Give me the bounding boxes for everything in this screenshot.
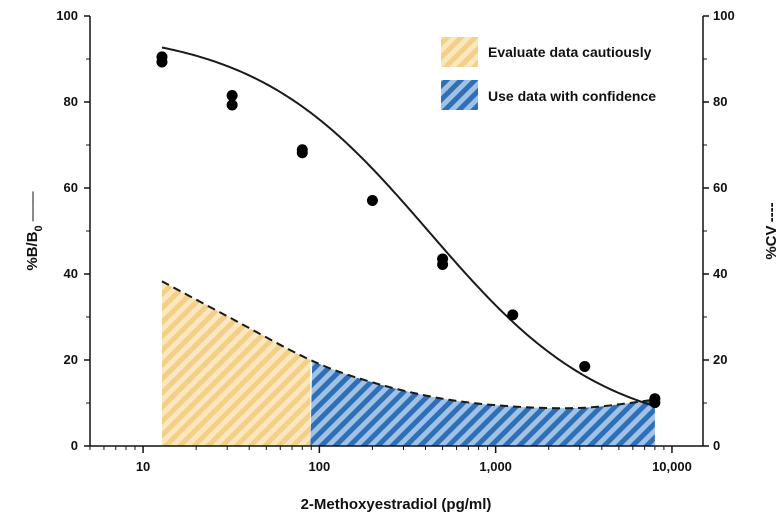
x-tick-label: 100: [309, 459, 331, 474]
y-axis-left-title-marker: ——: [24, 191, 41, 221]
data-point: [156, 56, 168, 68]
y-tick-label-right: 100: [713, 8, 735, 23]
data-point: [226, 99, 238, 111]
y-tick-label-left: 100: [56, 8, 78, 23]
x-axis-title: 2-Methoxyestradiol (pg/ml): [301, 496, 492, 513]
y-tick-label-left: 60: [64, 180, 78, 195]
y-axis-left-title-subscript: 0: [33, 225, 45, 231]
legend-swatch-evaluate: [441, 37, 478, 67]
y-tick-label-right: 80: [713, 94, 727, 109]
y-tick-label-left: 20: [64, 352, 78, 367]
y-axis-right-title: %CV ----: [763, 202, 780, 259]
y-axis-left-title-main: %B/B: [24, 231, 41, 270]
x-tick-label: 10: [136, 459, 150, 474]
y-tick-label-left: 80: [64, 94, 78, 109]
data-point: [296, 147, 308, 159]
legend: Evaluate data cautiously Use data with c…: [441, 37, 656, 110]
y-tick-label-left: 0: [71, 438, 78, 453]
data-point: [649, 397, 661, 409]
y-axis-right-title-main: %CV: [763, 226, 780, 260]
b-b0-data-points: [156, 51, 661, 409]
y-tick-label-right: 0: [713, 438, 720, 453]
data-point: [366, 194, 378, 206]
y-axis-right-title-marker: ----: [763, 202, 780, 222]
y-tick-label-left: 40: [64, 266, 78, 281]
cv-dashed-series: [161, 280, 655, 410]
legend-swatch-confidence: [441, 80, 478, 110]
y-axis-left-title: %B/B0 ——: [24, 191, 45, 270]
legend-label-confidence: Use data with confidence: [488, 88, 656, 104]
data-point: [226, 90, 238, 102]
b-b0-fit-curve: [161, 46, 656, 408]
data-point: [437, 259, 449, 271]
x-tick-label: 1,000: [479, 459, 512, 474]
axes: 0 0 20 20 40 40 60 60 80 80 100 100 10 100 1,000 10,00…: [56, 8, 734, 474]
region-evaluate-cautiously: [161, 281, 311, 446]
y-ticks: 0 0 20 20 40 40 60 60 80 80 100 100: [56, 8, 734, 453]
data-point: [507, 309, 519, 321]
plot-area: [156, 46, 661, 446]
y-tick-label-right: 60: [713, 180, 727, 195]
x-ticks: 10 100 1,000 10,000: [89, 446, 692, 474]
y-tick-label-right: 40: [713, 266, 727, 281]
region-use-with-confidence: [310, 360, 655, 446]
x-tick-label: 10,000: [652, 459, 692, 474]
data-point: [579, 360, 591, 372]
y-tick-label-right: 20: [713, 352, 727, 367]
legend-label-evaluate: Evaluate data cautiously: [488, 44, 652, 60]
